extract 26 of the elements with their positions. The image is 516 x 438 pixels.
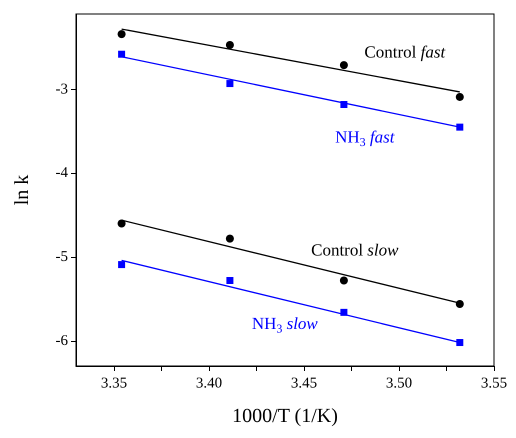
point [226, 277, 234, 284]
y-tick-label: -5 [56, 249, 68, 266]
point [226, 41, 234, 50]
x-axis-title: 1000/T (1/K) [232, 405, 338, 427]
x-tick-label: 3.55 [480, 376, 508, 392]
text: 3.40 [196, 376, 222, 392]
y-tick-label: -6 [56, 332, 68, 349]
point [340, 276, 348, 285]
point [226, 234, 234, 243]
y-tick-label: -3 [56, 81, 68, 98]
point [456, 339, 464, 346]
point [118, 30, 126, 38]
y-tick-label: -4 [56, 165, 68, 182]
x-tick-label: 3.35 [100, 376, 128, 392]
x-tick-label: 3.45 [290, 376, 318, 392]
y-axis-title: ln k [11, 174, 33, 206]
point [226, 80, 234, 88]
point [118, 261, 126, 268]
series-label: Control fast [364, 42, 446, 62]
point [340, 61, 348, 70]
text: 3.50 [386, 376, 412, 392]
point [456, 124, 464, 131]
point [118, 220, 126, 228]
series-label: Control slow [311, 240, 400, 260]
point [118, 50, 126, 58]
point [456, 92, 464, 101]
